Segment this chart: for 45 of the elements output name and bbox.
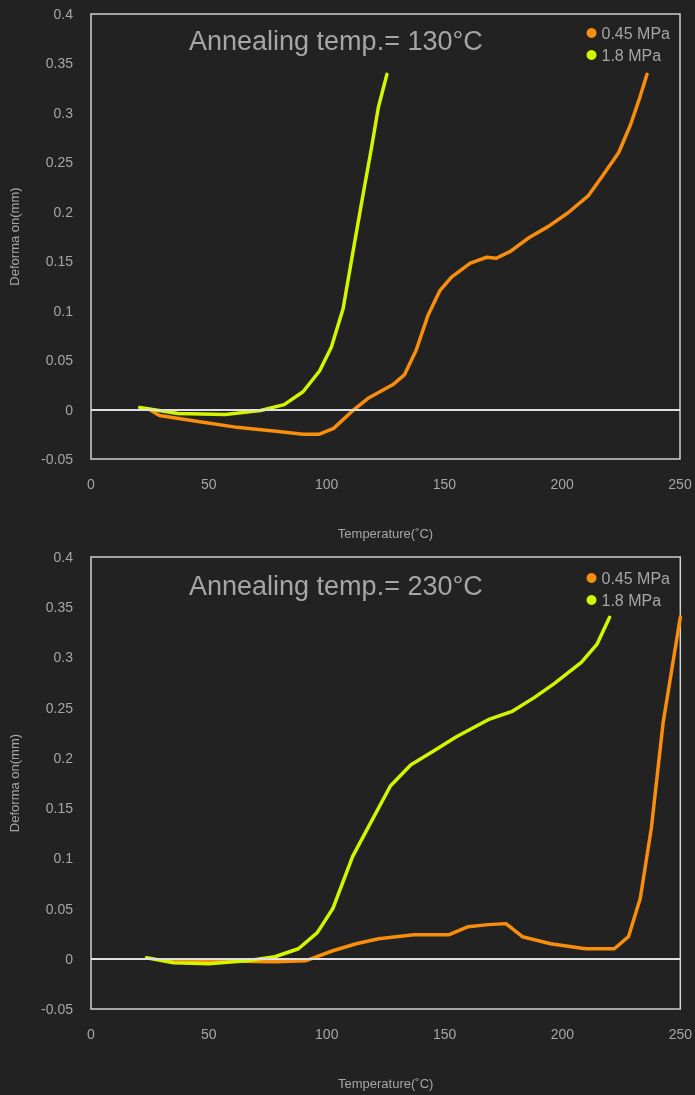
- x-tick-label: 0: [87, 476, 96, 492]
- line-series: [138, 72, 389, 417]
- legend-label: 1.8 MPa: [601, 46, 662, 64]
- y-tick-label: 0.4: [53, 6, 74, 22]
- y-tick-label: 0: [65, 950, 74, 967]
- y-tick-label: 0: [65, 401, 74, 418]
- line-series: [147, 72, 649, 437]
- text: Annealing temp.= 230°C: [189, 570, 483, 601]
- legend-label: 0.45 MPa: [601, 24, 671, 42]
- y-tick-label: 0.35: [45, 55, 74, 72]
- y-tick-label: 0.05: [45, 900, 74, 917]
- y-tick-label: 0.1: [53, 850, 74, 867]
- x-tick-label: 250: [668, 476, 692, 492]
- y-tick-label: 0.3: [53, 104, 74, 121]
- y-tick-label: 0.2: [53, 203, 74, 220]
- y-axis-title: Deforma on(mm): [7, 733, 22, 833]
- x-tick-label: 0: [87, 1026, 96, 1042]
- x-axis-title: Temperature(˚C): [337, 1076, 434, 1091]
- y-tick-label: 0.15: [45, 800, 74, 817]
- y-tick-label: 0.25: [45, 154, 74, 171]
- y-tick-label: 0.15: [45, 253, 74, 270]
- y-tick-label: -0.05: [41, 451, 74, 467]
- y-tick-label: 0.4: [53, 549, 74, 565]
- x-tick-label: 150: [432, 1026, 457, 1042]
- x-tick-label: 50: [201, 1026, 217, 1042]
- x-tick-label: 50: [201, 476, 217, 492]
- y-axis-title: Deforma on(mm): [7, 187, 22, 286]
- x-tick-label: 100: [314, 476, 339, 492]
- x-tick-label: 100: [315, 1026, 339, 1042]
- y-tick-label: 0.25: [45, 699, 74, 716]
- y-tick-label: -0.05: [41, 1001, 74, 1017]
- chart-title: Annealing temp.= 130°C: [189, 25, 483, 56]
- x-tick-label: 200: [550, 1026, 575, 1042]
- y-tick-label: 0.2: [53, 749, 74, 766]
- line-series: [144, 615, 612, 966]
- y-tick-label: 0.3: [53, 649, 74, 666]
- y-tick-label: 0.1: [53, 302, 74, 319]
- x-tick-label: 200: [550, 476, 575, 492]
- y-tick-label: 0.05: [45, 352, 74, 369]
- legend-label: 1.8 MPa: [601, 591, 662, 609]
- y-tick-label: 0.35: [45, 599, 74, 616]
- x-tick-label: 250: [668, 1026, 693, 1042]
- x-axis-title: Temperature(˚C): [337, 526, 434, 541]
- legend-label: 0.45 MPa: [601, 569, 671, 587]
- x-tick-label: 150: [432, 476, 457, 492]
